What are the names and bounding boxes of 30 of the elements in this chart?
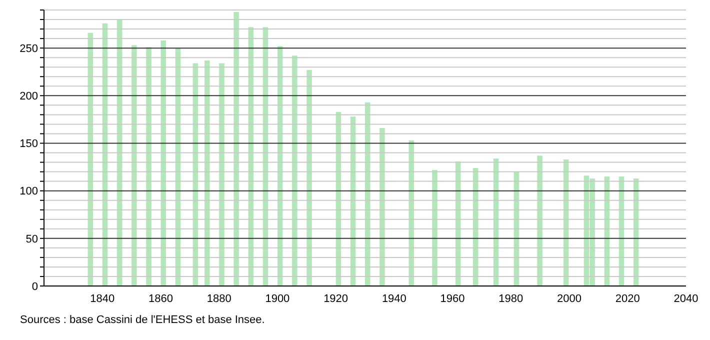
bar [432, 170, 438, 286]
y-tick-label: 100 [20, 186, 38, 198]
x-tick-label: 2040 [674, 292, 698, 305]
bar [306, 70, 312, 286]
x-tick-label: 1880 [206, 292, 232, 305]
x-tick-label: 1960 [440, 292, 465, 305]
x-tick-label: 2000 [557, 292, 582, 305]
y-tick-label: 200 [20, 90, 38, 103]
bar [160, 40, 166, 286]
x-tick-label: 1840 [90, 292, 115, 305]
bar [132, 45, 137, 286]
bar [292, 56, 298, 286]
x-tick-label: 1900 [265, 292, 290, 305]
y-tick-label: 50 [26, 233, 38, 246]
x-tick-label: 1940 [382, 292, 406, 305]
bar [537, 156, 542, 286]
x-tick-label: 1920 [324, 292, 348, 305]
x-tick-label: 1860 [148, 292, 173, 305]
bar [219, 63, 224, 286]
x-tick-label: 2020 [615, 292, 640, 305]
bar [365, 102, 370, 286]
x-tick-label: 1980 [498, 292, 524, 305]
bar [234, 12, 239, 286]
y-tick-label: 250 [20, 42, 38, 55]
bar [380, 128, 385, 286]
bar [204, 60, 210, 286]
source-note: Sources : base Cassini de l'EHESS et base Insee. [20, 314, 266, 326]
bar [146, 47, 152, 286]
y-tick-label: 0 [32, 280, 38, 293]
y-tick-label: 150 [20, 138, 38, 150]
